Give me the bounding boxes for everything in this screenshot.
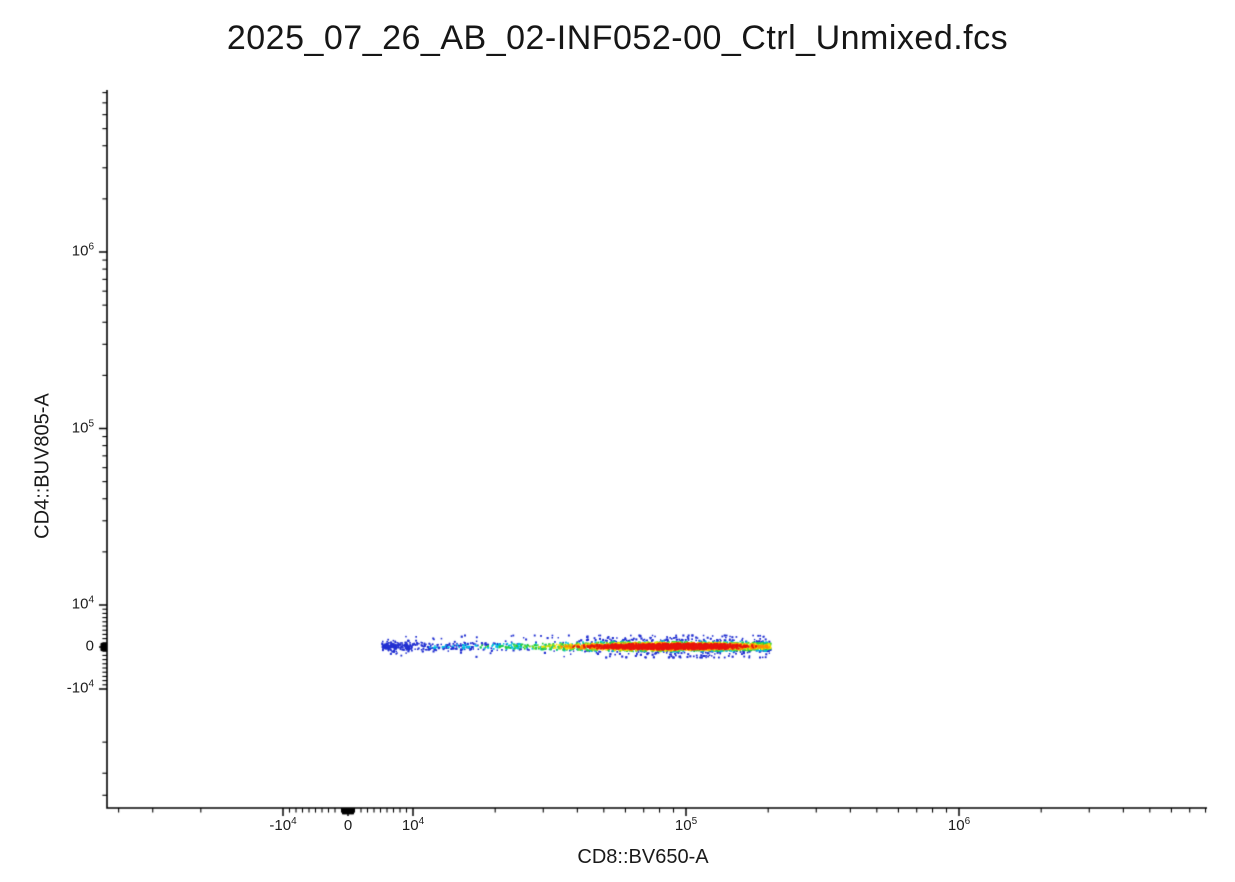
x-axis-label: CD8::BV650-A [577, 846, 709, 868]
y-axis-label: CD4::BUV805-A [31, 393, 54, 539]
y-tick-label: -104 [66, 678, 94, 697]
y-tick-label: 106 [71, 241, 94, 260]
x-tick-label: 104 [401, 816, 425, 834]
y-tick-label: 105 [71, 418, 94, 436]
y-tick-label: 0 [85, 637, 94, 655]
x-tick-label: 106 [947, 816, 971, 834]
x-tick-label: 105 [674, 816, 698, 834]
x-tick-label: 0 [343, 817, 353, 834]
plot-title: 2025_07_26_AB_02-INF052-00_Ctrl_Unmixed.… [226, 19, 1009, 57]
y-tick-label: 104 [71, 594, 94, 613]
x-tick-label: -104 [269, 816, 297, 834]
